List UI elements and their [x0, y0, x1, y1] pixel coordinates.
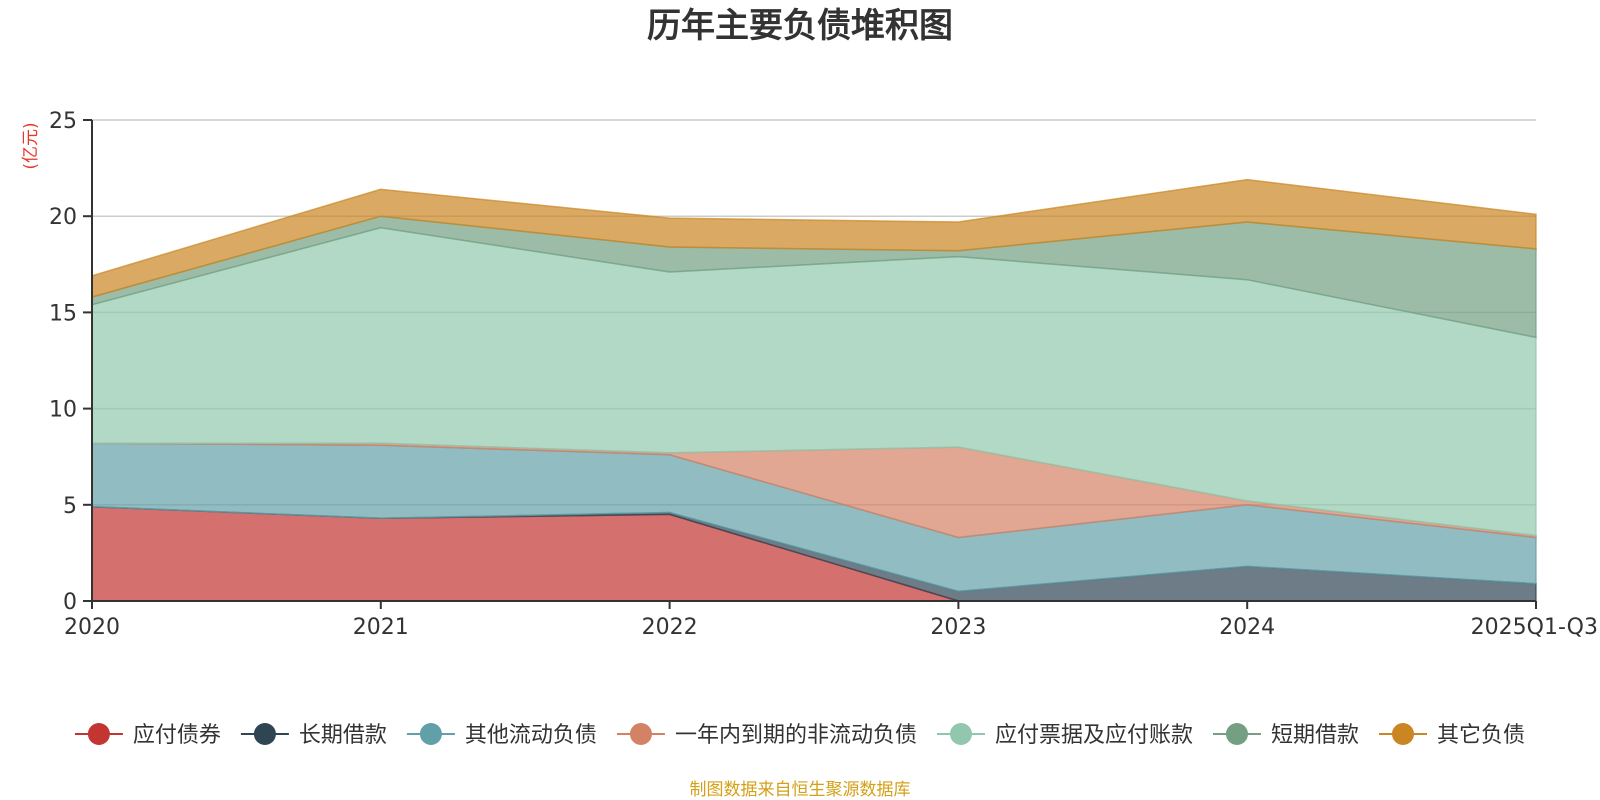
legend-item[interactable]: 其它负债: [1378, 723, 1525, 748]
legend-label: 应付票据及应付账款: [995, 723, 1193, 748]
x-tick-label: 2023: [930, 615, 986, 640]
y-tick-label: 5: [63, 494, 77, 519]
axes: [91, 120, 1536, 602]
legend-marker: [629, 723, 652, 745]
x-tick-label: 2021: [353, 615, 409, 640]
data-source-note: 制图数据来自恒生聚源数据库: [690, 780, 911, 800]
legend-label: 长期借款: [299, 723, 387, 748]
legend-marker: [1391, 723, 1414, 745]
legend-item[interactable]: 一年内到期的非流动负债: [616, 723, 917, 748]
legend-item[interactable]: 应付债券: [74, 723, 221, 748]
legend-label: 其它负债: [1437, 723, 1525, 748]
legend-marker: [1225, 723, 1248, 745]
legend-item[interactable]: 短期借款: [1212, 723, 1359, 748]
legend: 应付债券 长期借款 其他流动负债 一年内到期的非流动负债 应付票据及应付账款 短期借款 其它…: [74, 723, 1525, 748]
legend-label: 一年内到期的非流动负债: [675, 723, 917, 748]
y-tick-label: 0: [63, 590, 77, 615]
chart-title: 历年主要负债堆积图: [647, 6, 953, 46]
x-tick-label: 2025Q1-Q3: [1471, 615, 1598, 640]
y-tick-label: 25: [49, 109, 77, 134]
legend-marker: [949, 723, 972, 745]
y-tick-label: 20: [49, 205, 77, 230]
x-tick-label: 2024: [1219, 615, 1275, 640]
legend-label: 应付债券: [133, 723, 221, 748]
y-tick-label: 15: [49, 301, 77, 326]
legend-item[interactable]: 其他流动负债: [406, 723, 597, 748]
x-axis-ticks: 2020 2021 2022 2023 2024 2025Q1-Q3: [64, 601, 1598, 640]
legend-label: 短期借款: [1271, 723, 1359, 748]
x-tick-label: 2022: [642, 615, 698, 640]
y-tick-label: 10: [49, 398, 77, 423]
legend-marker: [419, 723, 442, 745]
y-axis-label: (亿元): [21, 122, 41, 169]
legend-marker: [87, 723, 110, 745]
legend-marker: [253, 723, 276, 745]
area-series: [91, 178, 1537, 602]
y-axis-ticks: 0 5 10 15 20 25: [49, 109, 92, 615]
legend-item[interactable]: 长期借款: [240, 723, 387, 748]
area-其它负债: [91, 178, 1537, 298]
legend-label: 其他流动负债: [465, 723, 597, 748]
x-tick-label: 2020: [64, 615, 120, 640]
legend-item[interactable]: 应付票据及应付账款: [936, 723, 1193, 748]
